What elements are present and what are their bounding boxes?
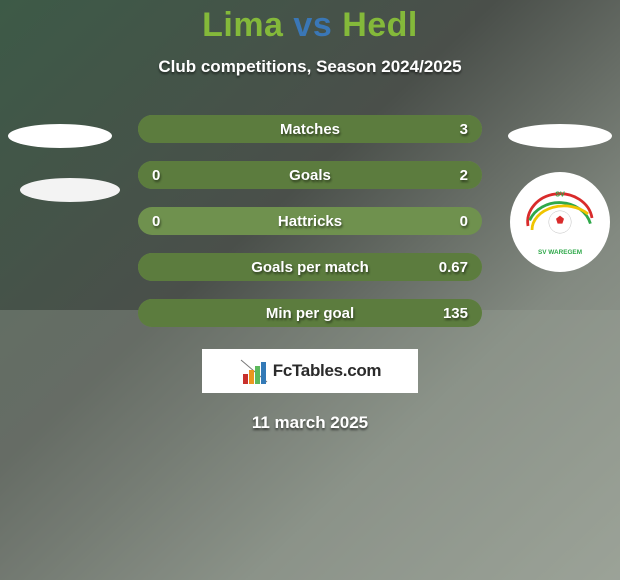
title-player1: Lima bbox=[202, 6, 283, 44]
stat-label: Hattricks bbox=[278, 213, 342, 230]
bar-chart-icon bbox=[239, 358, 269, 384]
stat-row: Matches 3 bbox=[138, 115, 482, 143]
stat-value-right: 0 bbox=[460, 213, 468, 230]
stat-value-right: 0.67 bbox=[439, 259, 468, 276]
svg-text:SV WAREGEM: SV WAREGEM bbox=[538, 249, 582, 256]
club-badge-icon: SV SV WAREGEM bbox=[520, 182, 600, 262]
title-vs: vs bbox=[293, 6, 332, 44]
page-title: Lima vs Hedl bbox=[0, 6, 620, 45]
stat-value-left: 0 bbox=[152, 167, 160, 184]
decor-ellipse-mid-left bbox=[20, 178, 120, 202]
decor-ellipse-top-left bbox=[8, 124, 112, 148]
stat-row: Min per goal 135 bbox=[138, 299, 482, 327]
stat-value-right: 3 bbox=[460, 121, 468, 138]
subtitle: Club competitions, Season 2024/2025 bbox=[0, 57, 620, 77]
club-badge: SV SV WAREGEM bbox=[510, 172, 610, 272]
stat-value-right: 2 bbox=[460, 167, 468, 184]
stat-label: Goals per match bbox=[251, 259, 369, 276]
stat-label: Goals bbox=[289, 167, 331, 184]
decor-ellipse-top-right bbox=[508, 124, 612, 148]
site-logo: FcTables.com bbox=[202, 349, 418, 393]
date-label: 11 march 2025 bbox=[0, 413, 620, 433]
site-logo-text: FcTables.com bbox=[273, 361, 382, 381]
svg-text:SV: SV bbox=[555, 189, 565, 198]
stat-value-right: 135 bbox=[443, 305, 468, 322]
stat-value-left: 0 bbox=[152, 213, 160, 230]
stat-row: 0 Hattricks 0 bbox=[138, 207, 482, 235]
stat-label: Matches bbox=[280, 121, 340, 138]
stat-row: Goals per match 0.67 bbox=[138, 253, 482, 281]
stat-row: 0 Goals 2 bbox=[138, 161, 482, 189]
stats-container: Matches 3 0 Goals 2 0 Hattricks 0 Goals per matc… bbox=[138, 115, 482, 327]
stat-label: Min per goal bbox=[266, 305, 354, 322]
title-player2: Hedl bbox=[342, 6, 418, 44]
